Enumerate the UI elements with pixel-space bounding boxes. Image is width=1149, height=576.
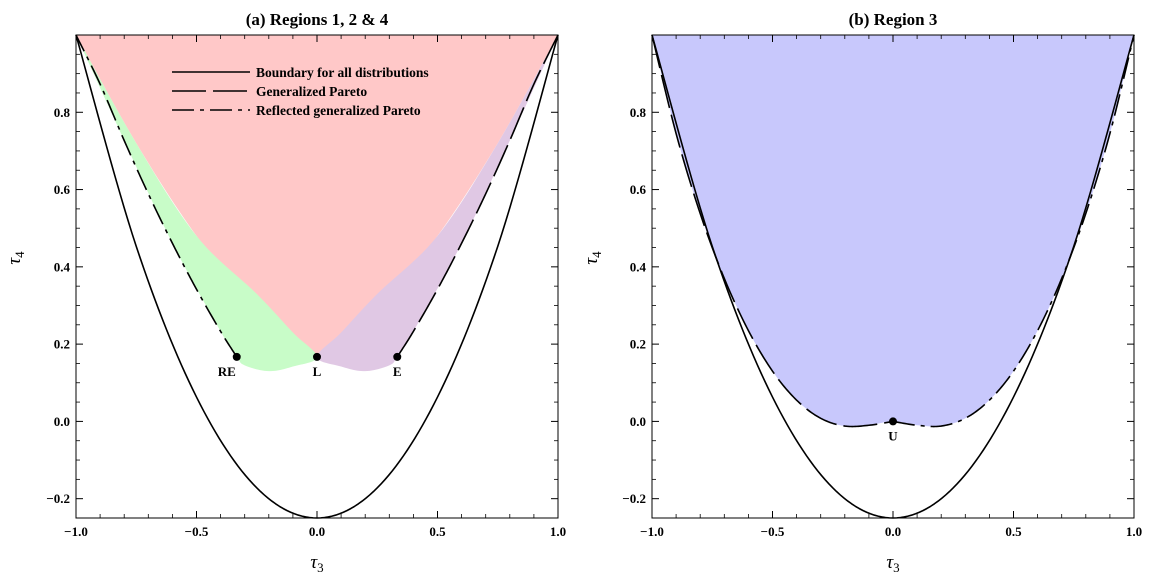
- panel-a-series-long-dash: [396, 34, 559, 358]
- panel-b-title: (b) Region 3: [849, 10, 938, 29]
- panel-a-legend-label: Boundary for all distributions: [256, 65, 429, 80]
- panel-b-x-tick-label: 0.0: [885, 524, 901, 539]
- panel-b-y-tick-label: 0.6: [630, 182, 647, 197]
- panel-b-y-tick-label: 0.2: [630, 337, 646, 352]
- panel-b-x-tick-label: −1.0: [640, 524, 664, 539]
- panel-b-x-tick-label: −0.5: [761, 524, 785, 539]
- panel-a-x-tick-label: 0.5: [429, 524, 446, 539]
- panel-b-x-tick-label: 1.0: [1126, 524, 1142, 539]
- panel-b-point-label-u: U: [888, 428, 898, 443]
- panel-a-y-tick-label: 0.6: [54, 182, 71, 197]
- panel-a-point-l: [313, 352, 321, 361]
- panel-b-y-tick-label: 0.8: [630, 105, 647, 120]
- panel-a-x-tick-label: 0.0: [309, 524, 325, 539]
- panel-a-point-re: [232, 352, 241, 361]
- panel-b-series-long-dash: [651, 34, 894, 428]
- panel-a-y-tick-label: 0.8: [54, 105, 71, 120]
- panel-a-x-tick-label: −0.5: [185, 524, 209, 539]
- panel-a-x-axis-label: τ3: [310, 552, 323, 575]
- panel-a-legend-label: Generalized Pareto: [256, 84, 367, 99]
- panel-b-x-tick-label: 0.5: [1005, 524, 1022, 539]
- panel-a-legend-label: Reflected generalized Pareto: [256, 103, 421, 118]
- panel-b-plot: −1.0 −0.5 0.0 0.5 1.0 −0.2 0.0 0.2 0.4 0.6 0.8 U: [622, 34, 1142, 539]
- panel-b-y-tick-label: −0.2: [622, 491, 646, 506]
- panel-b-series-dash-dot: [892, 34, 1135, 428]
- panel-a-point-label-re: RE: [218, 364, 236, 379]
- panel-a-y-tick-label: 0.4: [54, 259, 71, 274]
- panel-a-title: (a) Regions 1, 2 & 4: [246, 10, 389, 29]
- panel-a-point-label-e: E: [393, 364, 402, 379]
- panel-a-region-2: [76, 35, 317, 372]
- panel-a-point-label-l: L: [313, 364, 322, 379]
- panel-a-y-tick-label: 0.0: [54, 414, 70, 429]
- panel-a-x-tick-label: −1.0: [64, 524, 88, 539]
- panel-b-x-axis-label: τ3: [886, 552, 899, 575]
- panel-b-y-tick-label: 0.0: [630, 414, 646, 429]
- panel-a-y-tick-label: −0.2: [46, 491, 70, 506]
- panel-a-y-tick-label: 0.2: [54, 337, 70, 352]
- panel-a-series-dash-dot: [75, 34, 238, 358]
- panel-b-y-axis-label: τ4: [581, 251, 604, 265]
- panel-a-region-3: [317, 35, 558, 372]
- panel-b-region-1: [652, 35, 1134, 427]
- panel-a-plot: −1.0 −0.5 0.0 0.5 1.0 −0.2 0.0 0.2 0.4 0.6 0.8 RE L E…: [46, 34, 566, 539]
- panel-b-point-u: [889, 417, 897, 426]
- panel-a-region-1: [76, 35, 558, 357]
- panel-a-x-tick-label: 1.0: [550, 524, 566, 539]
- panel-a-y-axis-label: τ4: [4, 251, 27, 265]
- panel-a-point-e: [393, 352, 402, 361]
- panel-b-y-tick-label: 0.4: [630, 259, 647, 274]
